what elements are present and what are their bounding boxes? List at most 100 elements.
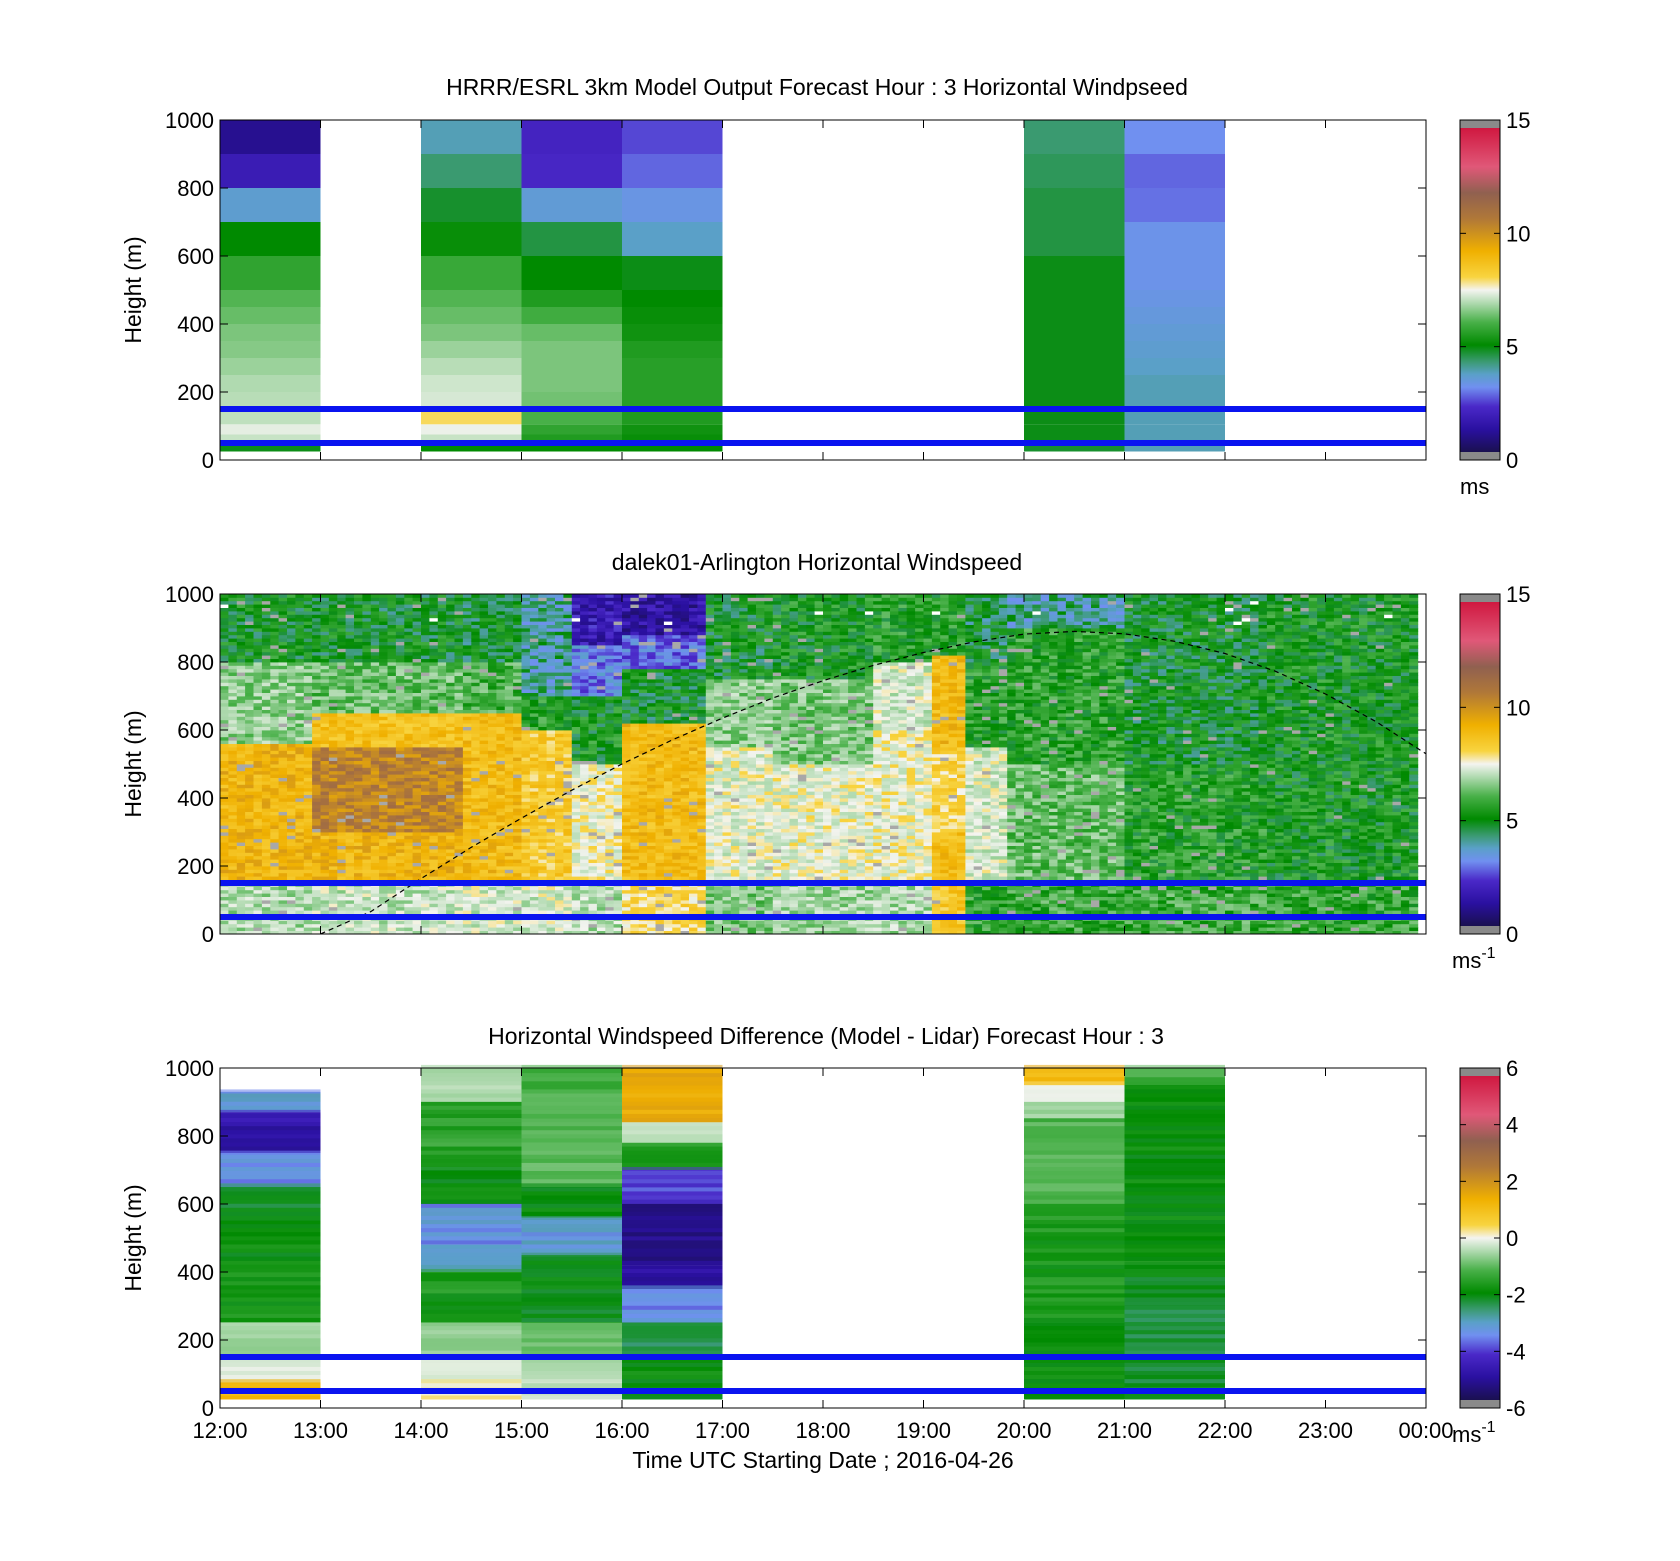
heatmap-cell bbox=[546, 825, 556, 829]
heatmap-cell bbox=[429, 784, 439, 789]
heatmap-cell bbox=[404, 634, 414, 639]
heatmap-cell bbox=[488, 600, 497, 605]
heatmap-cell bbox=[555, 927, 564, 931]
heatmap-cell bbox=[337, 757, 347, 761]
heatmap-cell bbox=[529, 757, 539, 761]
heatmap-cell bbox=[555, 821, 564, 826]
heatmap-cell bbox=[471, 723, 481, 727]
heatmap-cell bbox=[437, 838, 447, 843]
heatmap-cell bbox=[462, 801, 472, 806]
heatmap-cell bbox=[362, 927, 372, 931]
heatmap-cell bbox=[220, 651, 229, 656]
heatmap-cell bbox=[504, 764, 514, 768]
heatmap-cell bbox=[596, 764, 606, 768]
heatmap-cell bbox=[488, 740, 497, 744]
heatmap-cell bbox=[571, 736, 581, 741]
heatmap-cell bbox=[328, 736, 338, 741]
heatmap-cell bbox=[228, 896, 238, 901]
heatmap-cell bbox=[538, 706, 548, 710]
heatmap-cell bbox=[446, 641, 456, 646]
heatmap-cell bbox=[379, 736, 389, 741]
heatmap-cell bbox=[270, 764, 280, 768]
heatmap-cell bbox=[529, 896, 539, 901]
heatmap-cell bbox=[580, 668, 590, 673]
heatmap-cell bbox=[588, 872, 598, 877]
heatmap-cell bbox=[253, 849, 263, 853]
heatmap-cell bbox=[362, 621, 372, 625]
heatmap-cell bbox=[395, 600, 405, 605]
heatmap-cell bbox=[345, 832, 355, 836]
heatmap-cell bbox=[337, 645, 347, 649]
heatmap-cell bbox=[236, 815, 246, 819]
heatmap-cell bbox=[471, 607, 481, 612]
heatmap-cell bbox=[454, 930, 464, 935]
heatmap-cell bbox=[270, 927, 280, 931]
heatmap-cell bbox=[362, 889, 372, 894]
heatmap-cell bbox=[429, 726, 439, 731]
heatmap-cell bbox=[270, 872, 280, 877]
heatmap-cell bbox=[337, 804, 347, 809]
heatmap-cell bbox=[404, 662, 414, 666]
heatmap-cell bbox=[236, 767, 246, 772]
heatmap-cell bbox=[580, 740, 590, 744]
heatmap-cell bbox=[496, 685, 506, 690]
heatmap-cell bbox=[488, 852, 497, 857]
heatmap-cell bbox=[421, 716, 430, 721]
heatmap-cell bbox=[320, 869, 330, 874]
heatmap-cell bbox=[588, 645, 598, 649]
heatmap-cell bbox=[596, 876, 606, 880]
heatmap-cell bbox=[571, 604, 581, 608]
heatmap-cell bbox=[504, 702, 514, 707]
heatmap-cell bbox=[295, 723, 305, 727]
heatmap-cell bbox=[421, 638, 430, 642]
heatmap-cell bbox=[220, 624, 229, 629]
colorbar-gradient bbox=[1460, 128, 1500, 452]
heatmap-cell bbox=[496, 604, 506, 608]
heatmap-cell bbox=[245, 675, 255, 680]
heatmap-cell bbox=[596, 774, 606, 778]
heatmap-cell bbox=[437, 781, 447, 785]
heatmap-cell bbox=[370, 658, 380, 663]
heatmap-cell bbox=[270, 869, 280, 874]
heatmap-cell bbox=[462, 689, 472, 693]
heatmap-cell bbox=[479, 672, 489, 676]
heatmap-cell bbox=[245, 682, 255, 687]
heatmap-cell bbox=[404, 624, 414, 629]
heatmap-cell bbox=[437, 889, 447, 894]
heatmap-cell bbox=[546, 842, 556, 846]
heatmap-cell bbox=[446, 876, 456, 880]
heatmap-cell bbox=[580, 719, 590, 724]
heatmap-cell bbox=[412, 821, 422, 826]
heatmap-cell bbox=[387, 655, 397, 659]
heatmap-cell bbox=[312, 645, 322, 649]
heatmap-cell bbox=[529, 713, 539, 717]
heatmap-cell bbox=[287, 859, 296, 863]
heatmap-cell bbox=[295, 702, 305, 707]
heatmap-cell bbox=[303, 825, 313, 829]
heatmap-cell bbox=[379, 617, 389, 622]
heatmap-cell bbox=[245, 634, 255, 639]
heatmap-cell bbox=[462, 811, 472, 816]
heatmap-cell bbox=[278, 852, 288, 857]
heatmap-cell bbox=[437, 614, 447, 619]
heatmap-cell bbox=[395, 723, 405, 727]
heatmap-cell bbox=[454, 757, 464, 761]
heatmap-cell bbox=[245, 852, 255, 857]
heatmap-cell bbox=[236, 600, 246, 605]
heatmap-cell bbox=[605, 798, 615, 802]
heatmap-cell bbox=[563, 818, 573, 823]
heatmap-cell bbox=[496, 641, 506, 646]
heatmap-cell bbox=[580, 600, 590, 605]
heatmap-cell bbox=[513, 696, 523, 700]
heatmap-cell bbox=[287, 658, 296, 663]
heatmap-cell bbox=[513, 900, 523, 904]
heatmap-cell bbox=[563, 597, 573, 602]
heatmap-cell bbox=[379, 893, 389, 897]
heatmap-cell bbox=[546, 713, 556, 717]
heatmap-cell bbox=[496, 872, 506, 877]
heatmap-cell bbox=[379, 740, 389, 744]
heatmap-cell bbox=[421, 689, 430, 693]
heatmap-cell bbox=[521, 679, 531, 683]
heatmap-cell bbox=[429, 845, 439, 850]
heatmap-cell bbox=[605, 808, 615, 812]
